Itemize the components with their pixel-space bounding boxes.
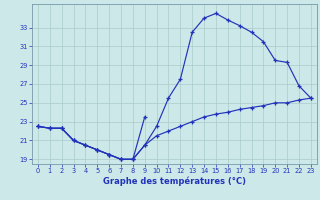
X-axis label: Graphe des températures (°C): Graphe des températures (°C) [103,177,246,186]
